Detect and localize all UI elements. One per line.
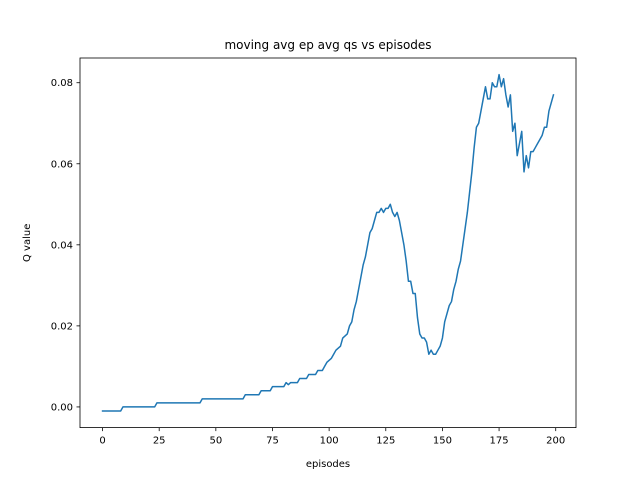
- x-tick-label: 100: [320, 436, 339, 447]
- y-axis-ticks: 0.00 0.02 0.04 0.06 0.08: [51, 78, 80, 413]
- y-axis-label: Q value: [22, 224, 33, 262]
- y-tick-label: 0.04: [51, 240, 73, 251]
- x-tick-label: 0: [99, 436, 105, 447]
- x-tick-label: 200: [546, 436, 565, 447]
- series-line: [101, 73, 555, 412]
- y-tick-label: 0.08: [51, 78, 73, 89]
- x-axis-label: episodes: [306, 459, 350, 470]
- y-tick-label: 0.00: [51, 402, 73, 413]
- x-tick-label: 50: [209, 436, 222, 447]
- x-tick-label: 150: [433, 436, 452, 447]
- x-tick-label: 25: [153, 436, 166, 447]
- x-axis-ticks: 0 25 50 75 100 125 150 175 200: [99, 427, 565, 447]
- x-tick-label: 125: [376, 436, 395, 447]
- x-tick-label: 175: [490, 436, 509, 447]
- plot-area-frame: [79, 57, 577, 429]
- chart-title: moving avg ep avg qs vs episodes: [224, 38, 431, 52]
- y-tick-label: 0.06: [51, 159, 73, 170]
- y-tick-label: 0.02: [51, 321, 73, 332]
- x-tick-label: 75: [266, 436, 279, 447]
